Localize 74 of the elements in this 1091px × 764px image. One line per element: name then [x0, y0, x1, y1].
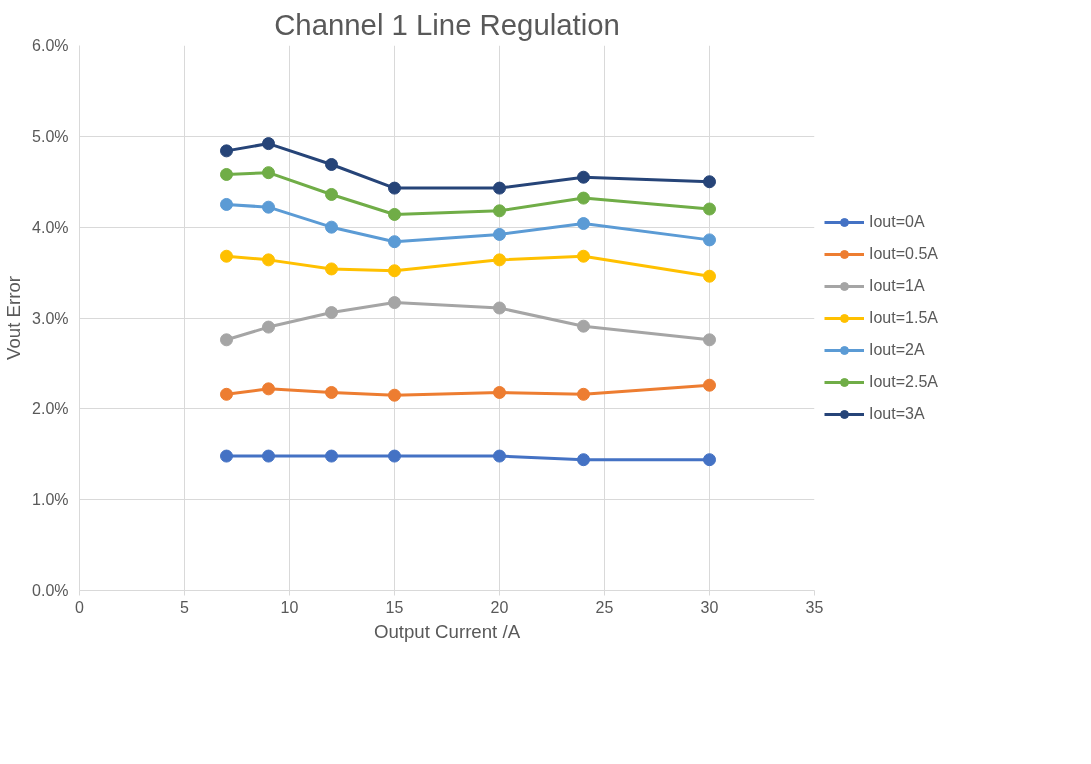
point	[220, 168, 233, 181]
point	[262, 449, 275, 463]
point	[388, 235, 401, 249]
point	[325, 158, 338, 171]
y-tick-label: 2.0%	[32, 400, 69, 418]
point	[262, 253, 275, 267]
point	[493, 449, 506, 463]
point	[262, 320, 275, 334]
point	[577, 319, 590, 333]
point	[262, 200, 275, 214]
point	[388, 388, 401, 402]
y-tick-label: 6.0%	[32, 37, 69, 54]
point	[388, 181, 401, 195]
point	[703, 453, 716, 467]
point	[220, 449, 233, 463]
y-tick-label: 1.0%	[32, 491, 69, 509]
legend-label: Iout=1.5A	[869, 308, 938, 327]
point	[577, 191, 590, 205]
point	[577, 387, 590, 401]
y-axis-title: Vout Error	[3, 275, 25, 360]
point	[703, 233, 716, 247]
x-tick-label: 30	[700, 598, 719, 616]
point	[220, 197, 233, 211]
point	[325, 449, 338, 463]
point	[325, 386, 338, 399]
point	[325, 220, 338, 234]
x-tick-label: 15	[385, 598, 404, 616]
point	[703, 269, 716, 283]
point	[703, 202, 716, 216]
point	[388, 449, 401, 463]
y-tick-label: 4.0%	[32, 218, 69, 236]
y-tick-label: 0.0%	[32, 582, 69, 599]
point	[220, 144, 233, 158]
point	[577, 453, 590, 467]
x-tick-label: 5	[180, 598, 190, 616]
point	[703, 175, 716, 189]
point	[493, 181, 506, 195]
x-tick-label: 20	[490, 598, 509, 616]
y-tick-label: 3.0%	[32, 309, 69, 327]
point	[703, 378, 716, 392]
point	[388, 264, 401, 278]
point	[388, 296, 401, 310]
point	[493, 301, 506, 315]
point	[388, 207, 401, 221]
legend-label: Iout=0A	[869, 212, 925, 231]
point	[493, 227, 506, 241]
point	[577, 170, 590, 184]
legend-label: Iout=2A	[869, 340, 925, 359]
x-tick-label: 0	[75, 598, 85, 616]
point	[262, 137, 275, 151]
point	[262, 382, 275, 396]
chart-title: Channel 1 Line Regulation	[274, 7, 620, 41]
legend-label: Iout=0.5A	[869, 244, 938, 263]
point	[220, 387, 233, 401]
point	[325, 262, 338, 276]
point	[493, 253, 506, 267]
x-tick-label: 35	[805, 598, 824, 616]
x-tick-label: 10	[280, 598, 299, 616]
point	[703, 333, 716, 347]
point	[577, 249, 590, 263]
legend-label: Iout=1A	[869, 276, 925, 295]
point	[220, 333, 233, 347]
legend-label: Iout=3A	[869, 404, 925, 423]
x-tick-label: 25	[595, 598, 614, 616]
point	[577, 217, 590, 231]
point	[493, 204, 506, 218]
y-tick-label: 5.0%	[32, 127, 69, 145]
legend-label: Iout=2.5A	[869, 372, 938, 391]
point	[325, 187, 338, 201]
point	[493, 386, 506, 399]
point	[262, 166, 275, 180]
point	[220, 249, 233, 263]
x-axis-title: Output Current /A	[373, 620, 521, 642]
point	[325, 306, 338, 320]
